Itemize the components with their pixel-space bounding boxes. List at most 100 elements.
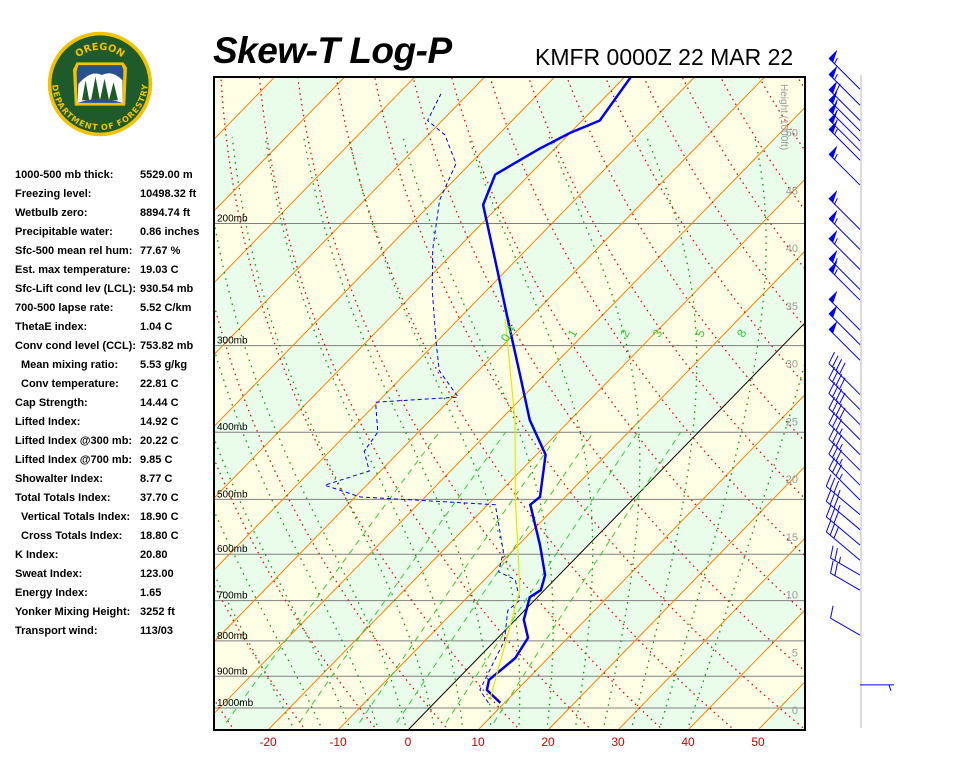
wind-barb-staff xyxy=(828,238,861,270)
stat-row: ThetaE index: 1.04 C xyxy=(15,321,215,340)
stat-value: 18.90 C xyxy=(140,511,179,523)
stat-value: 1.65 xyxy=(140,587,162,599)
chart-title: Skew-T Log-P xyxy=(213,30,452,71)
wind-barb-half-tick xyxy=(834,238,838,245)
wind-barb-tick xyxy=(830,545,834,559)
wind-barb xyxy=(825,504,861,546)
stat-label: 1000-500 mb thick: xyxy=(15,169,114,181)
dry-adiabat-line xyxy=(214,456,378,730)
mixing-ratio-line xyxy=(445,431,639,723)
isotherm-line xyxy=(214,77,626,499)
stability-indices-panel: 1000-500 mb thick: 5529.00 m Freezing leve… xyxy=(15,169,215,644)
wind-barb-staff xyxy=(828,258,861,290)
wind-barb-staff xyxy=(828,128,861,161)
isotherm-line xyxy=(617,537,805,730)
stat-label: Vertical Totals Index: xyxy=(21,511,131,523)
moist-adiabat-line xyxy=(402,136,554,730)
isotherm-line xyxy=(0,44,237,732)
wind-barb xyxy=(830,545,861,576)
stat-row: Transport wind: 113/03 xyxy=(15,625,215,644)
temperature-tick-label: 0 xyxy=(405,735,412,749)
height-tick-label: 40 xyxy=(786,243,798,255)
wind-barb-staff xyxy=(830,617,861,636)
temperature-band xyxy=(214,107,805,730)
wind-barb xyxy=(828,49,861,90)
stat-value: 10498.32 ft xyxy=(140,188,197,200)
wind-barb-tick xyxy=(825,504,832,517)
stat-row: Showalter Index: 8.77 C xyxy=(15,473,215,492)
wind-barb-tick xyxy=(828,457,835,470)
stat-label: Lifted Index @700 mb: xyxy=(15,454,133,466)
wind-barb xyxy=(830,560,861,591)
isobar-label: 700mb xyxy=(217,591,248,602)
stat-value: 37.70 C xyxy=(140,492,179,504)
height-tick-label: 0 xyxy=(792,705,798,717)
stat-label: Wetbulb zero: xyxy=(15,207,88,219)
wind-barb-half-tick xyxy=(839,443,843,451)
isotherm-line xyxy=(214,77,696,571)
isotherm-line xyxy=(547,465,805,730)
wind-barb xyxy=(828,351,861,395)
wind-barb-staff xyxy=(828,468,861,501)
wind-barb-tick xyxy=(835,404,843,416)
wind-barb xyxy=(828,396,861,440)
wind-barb-half-tick xyxy=(839,458,843,465)
wind-barb-tick xyxy=(839,362,846,375)
stat-value: 113/03 xyxy=(140,625,174,637)
wind-barb xyxy=(860,684,894,692)
moist-adiabat-line xyxy=(214,509,324,730)
stat-value: 19.03 C xyxy=(140,264,179,276)
wind-barb xyxy=(828,120,861,161)
stat-label: Total Totals Index: xyxy=(15,492,111,504)
wind-barb xyxy=(828,427,861,471)
moist-adiabat-line xyxy=(348,136,521,730)
stat-row: Mean mixing ratio: 5.53 g/kg xyxy=(15,359,215,378)
wind-barb xyxy=(828,80,861,121)
wind-barb-flag xyxy=(828,65,838,79)
stat-label: Est. max temperature: xyxy=(15,264,131,276)
wind-barb xyxy=(828,305,861,345)
stat-value: 77.67 % xyxy=(140,245,181,257)
wind-barb-tick xyxy=(834,548,838,561)
stat-row: K Index: 20.80 xyxy=(15,549,215,568)
wind-barb-tick xyxy=(828,381,835,394)
wind-barb xyxy=(828,457,861,501)
dry-adiabat-line xyxy=(566,77,805,443)
dry-adiabat-line xyxy=(214,698,235,730)
dry-adiabat-line xyxy=(20,44,164,732)
wind-barb-tick xyxy=(831,446,839,458)
mixing-ratio-line xyxy=(225,431,440,723)
moist-adiabat-line xyxy=(658,136,767,730)
wind-barb xyxy=(828,145,861,186)
isobar-label: 400mb xyxy=(217,422,248,433)
isotherm-line xyxy=(337,250,805,730)
height-tick-label: 10 xyxy=(786,590,798,602)
wind-barb-tick xyxy=(835,373,843,386)
wind-barb-staff xyxy=(828,153,861,186)
stat-row: Lifted Index @700 mb: 9.85 C xyxy=(15,454,215,473)
isobar-label: 800mb xyxy=(217,631,248,642)
wind-barb-tick xyxy=(833,495,840,509)
wind-barb-tick xyxy=(828,396,835,409)
stat-value: 20.22 C xyxy=(140,435,179,447)
wind-barb-flag xyxy=(828,249,838,263)
wind-barb-staff xyxy=(830,572,861,591)
wind-barb-half-tick xyxy=(834,128,838,135)
wind-barb-tick xyxy=(833,511,840,524)
stat-label: Cap Strength: xyxy=(15,397,88,409)
temperature-band xyxy=(0,44,237,732)
mixing-ratio-line xyxy=(359,431,561,723)
wind-barb-tick xyxy=(831,431,839,443)
isotherm-line xyxy=(214,77,416,284)
wind-barb-tick xyxy=(830,605,834,619)
wind-barb-flag xyxy=(828,101,838,115)
stat-value: 5.53 g/kg xyxy=(140,359,188,371)
stat-row: Sfc-500 mean rel hum: 77.67 % xyxy=(15,245,215,264)
temperature-tick-label: 30 xyxy=(611,735,625,749)
wind-barb-tick xyxy=(828,412,835,424)
stat-row: Lifted Index @300 mb: 20.22 C xyxy=(15,435,215,454)
wind-barb-staff xyxy=(828,218,861,250)
wind-barb-tick xyxy=(831,385,839,398)
wind-barb xyxy=(828,412,861,456)
